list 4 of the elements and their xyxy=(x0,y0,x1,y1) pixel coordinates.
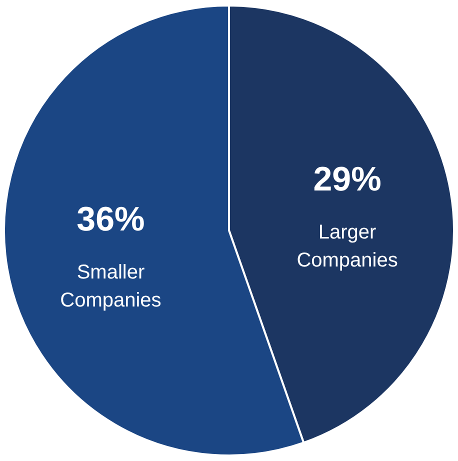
slice-label: Smaller Companies xyxy=(60,262,162,312)
slice-label: Larger Companies xyxy=(296,221,398,272)
data-label: 36% xyxy=(76,200,145,239)
data-label: 29% xyxy=(313,160,382,198)
